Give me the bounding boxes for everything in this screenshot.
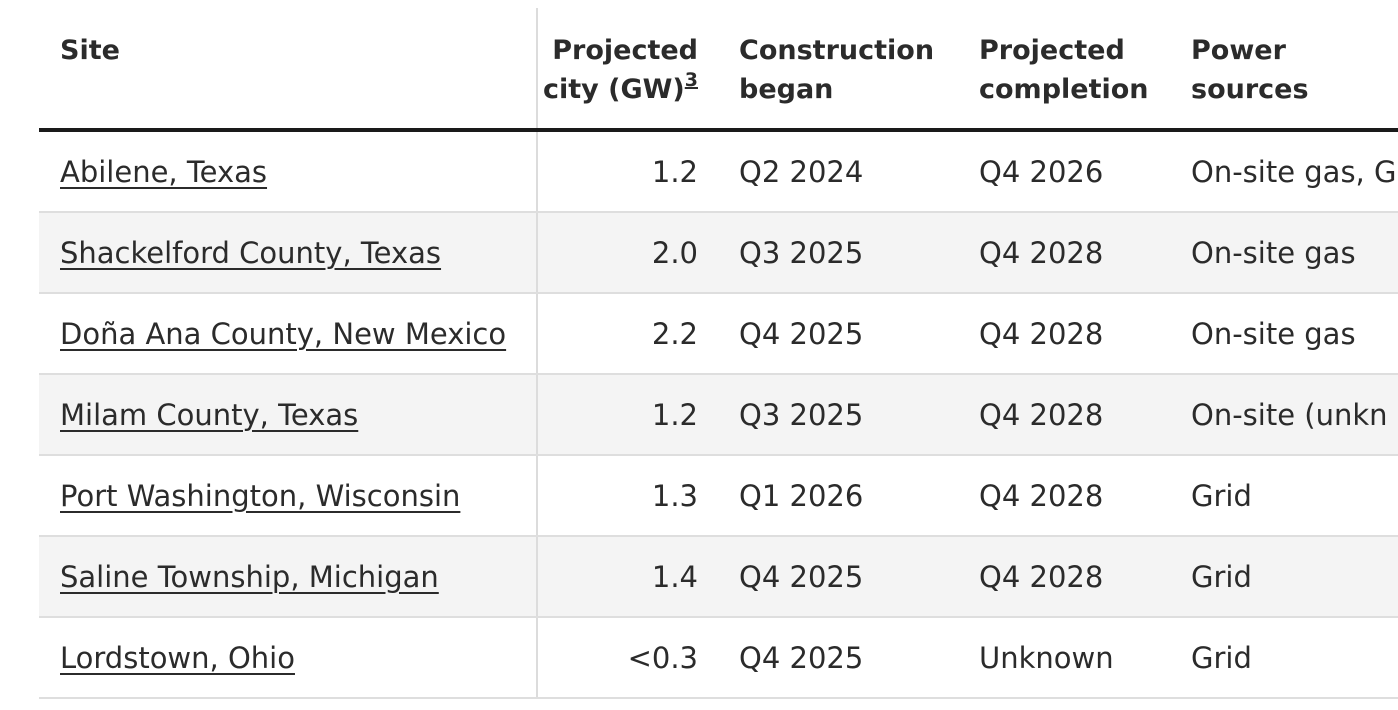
column-header-site-label: Site bbox=[60, 35, 120, 66]
construction-began-cell: Q2 2024 bbox=[718, 130, 958, 213]
capacity-cell: 1.3 bbox=[536, 455, 718, 537]
power-sources-cell: On-site gas, G bbox=[1170, 130, 1398, 213]
header-row: Site Projected city (GW)3 Construction b… bbox=[39, 8, 1398, 132]
projected-completion-cell: Q4 2028 bbox=[958, 293, 1170, 375]
column-header-capacity: Projected city (GW)3 bbox=[536, 8, 718, 132]
column-header-completion-line1: Projected bbox=[979, 35, 1125, 66]
projected-completion-cell: Q4 2026 bbox=[958, 130, 1170, 213]
construction-began-cell: Q4 2025 bbox=[718, 293, 958, 375]
site-cell: Port Washington, Wisconsin bbox=[39, 455, 537, 537]
column-header-power-line2: sources bbox=[1191, 74, 1309, 105]
site-cell: Shackelford County, Texas bbox=[39, 212, 537, 294]
column-header-capacity-line1: Projected bbox=[552, 35, 698, 66]
site-link[interactable]: Shackelford County, Texas bbox=[60, 235, 442, 270]
projected-completion-cell: Q4 2028 bbox=[958, 374, 1170, 456]
power-sources-cell: Grid bbox=[1170, 536, 1398, 618]
data-centers-table-container[interactable]: Site Projected city (GW)3 Construction b… bbox=[39, 8, 1398, 710]
power-sources-cell: Grid bbox=[1170, 617, 1398, 699]
capacity-cell: 2.2 bbox=[536, 293, 718, 375]
table-header: Site Projected city (GW)3 Construction b… bbox=[39, 8, 1398, 132]
column-header-capacity-line2: city (GW) bbox=[542, 74, 685, 105]
site-link[interactable]: Abilene, Texas bbox=[60, 154, 268, 189]
projected-completion-cell: Q4 2028 bbox=[958, 536, 1170, 618]
table-row: Shackelford County, Texas 2.0 Q3 2025 Q4… bbox=[39, 212, 1398, 294]
projected-completion-cell: Q4 2028 bbox=[958, 212, 1170, 294]
capacity-cell: <0.3 bbox=[536, 617, 718, 699]
construction-began-cell: Q4 2025 bbox=[718, 617, 958, 699]
column-header-site: Site bbox=[39, 8, 537, 132]
projected-completion-cell: Unknown bbox=[958, 617, 1170, 699]
capacity-cell: 2.0 bbox=[536, 212, 718, 294]
capacity-cell: 1.2 bbox=[536, 130, 718, 213]
site-link[interactable]: Port Washington, Wisconsin bbox=[60, 478, 461, 513]
capacity-cell: 1.4 bbox=[536, 536, 718, 618]
table-row: Doña Ana County, New Mexico 2.2 Q4 2025 … bbox=[39, 293, 1398, 375]
construction-began-cell: Q1 2026 bbox=[718, 455, 958, 537]
table-row: Port Washington, Wisconsin 1.3 Q1 2026 Q… bbox=[39, 455, 1398, 537]
table-row: Saline Township, Michigan 1.4 Q4 2025 Q4… bbox=[39, 536, 1398, 618]
site-link[interactable]: Saline Township, Michigan bbox=[60, 559, 439, 594]
projected-completion-cell: Q4 2028 bbox=[958, 455, 1170, 537]
column-header-construction-began: Construction began bbox=[718, 8, 958, 132]
construction-began-cell: Q3 2025 bbox=[718, 212, 958, 294]
site-link[interactable]: Lordstown, Ohio bbox=[60, 640, 295, 675]
power-sources-cell: On-site gas bbox=[1170, 293, 1398, 375]
construction-began-cell: Q4 2025 bbox=[718, 536, 958, 618]
power-sources-cell: On-site gas bbox=[1170, 212, 1398, 294]
site-cell: Lordstown, Ohio bbox=[39, 617, 537, 699]
column-header-began-line1: Construction bbox=[739, 35, 935, 66]
footnote-link[interactable]: 3 bbox=[684, 69, 698, 91]
capacity-cell: 1.2 bbox=[536, 374, 718, 456]
column-header-power-sources: Power sources bbox=[1170, 8, 1398, 132]
site-link[interactable]: Doña Ana County, New Mexico bbox=[60, 316, 507, 351]
power-sources-cell: Grid bbox=[1170, 455, 1398, 537]
site-cell: Abilene, Texas bbox=[39, 130, 537, 213]
site-link[interactable]: Milam County, Texas bbox=[60, 397, 359, 432]
data-centers-table: Site Projected city (GW)3 Construction b… bbox=[39, 8, 1398, 699]
table-row: Milam County, Texas 1.2 Q3 2025 Q4 2028 … bbox=[39, 374, 1398, 456]
column-header-completion-line2: completion bbox=[979, 74, 1149, 105]
column-header-power-line1: Power bbox=[1191, 35, 1286, 66]
site-cell: Milam County, Texas bbox=[39, 374, 537, 456]
site-cell: Saline Township, Michigan bbox=[39, 536, 537, 618]
construction-began-cell: Q3 2025 bbox=[718, 374, 958, 456]
site-cell: Doña Ana County, New Mexico bbox=[39, 293, 537, 375]
table-row: Lordstown, Ohio <0.3 Q4 2025 Unknown Gri… bbox=[39, 617, 1398, 699]
table-row: Abilene, Texas 1.2 Q2 2024 Q4 2026 On-si… bbox=[39, 130, 1398, 213]
column-header-projected-completion: Projected completion bbox=[958, 8, 1170, 132]
column-header-began-line2: began bbox=[739, 74, 834, 105]
power-sources-cell: On-site (unkn bbox=[1170, 374, 1398, 456]
table-body: Abilene, Texas 1.2 Q2 2024 Q4 2026 On-si… bbox=[39, 130, 1398, 699]
